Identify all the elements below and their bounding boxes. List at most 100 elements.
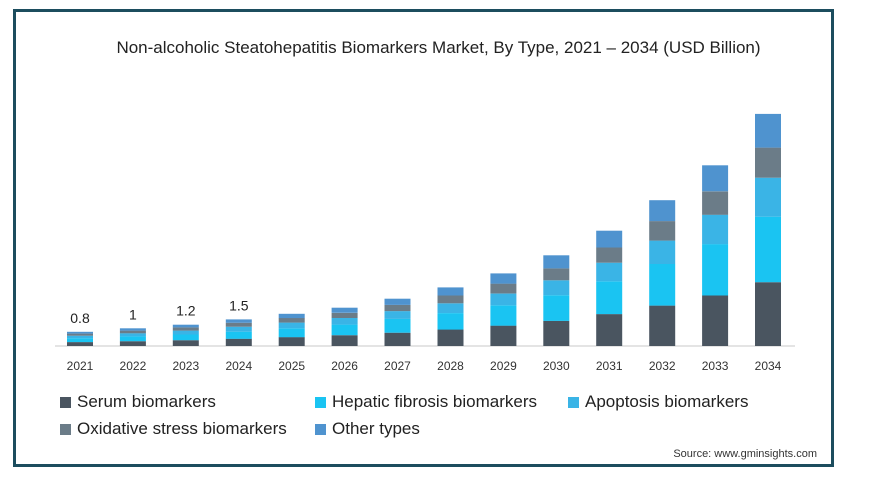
bar-2031-serum-biomarkers — [596, 314, 623, 346]
bar-2031-hepatic-fibrosis-biomarkers — [596, 281, 623, 315]
bar-2028-apoptosis-biomarkers — [437, 303, 464, 313]
bar-2033-apoptosis-biomarkers — [702, 214, 729, 245]
legend-label-hepatic-fibrosis: Hepatic fibrosis biomarkers — [332, 392, 538, 411]
bar-2029-other-types — [490, 273, 517, 284]
x-tick-label-2030: 2030 — [543, 359, 570, 373]
bar-2025-oxidative-stress-biomarkers — [278, 318, 305, 323]
bar-2027-serum-biomarkers — [384, 332, 411, 346]
bar-2021-serum-biomarkers — [67, 342, 93, 346]
chart-title: Non-alcoholic Steatohepatitis Biomarkers… — [116, 38, 761, 57]
legend-item-serum: Serum biomarkers — [60, 392, 216, 412]
x-tick-label-2023: 2023 — [172, 359, 199, 373]
x-tick-label-2025: 2025 — [278, 359, 305, 373]
x-tick-label-2034: 2034 — [755, 359, 782, 373]
bars-group — [67, 113, 781, 346]
bar-2034-oxidative-stress-biomarkers — [755, 147, 781, 178]
bar-2034-apoptosis-biomarkers — [755, 177, 781, 217]
bar-2022-other-types — [119, 328, 146, 331]
bar-2025-serum-biomarkers — [278, 337, 305, 346]
bar-2023-oxidative-stress-biomarkers — [172, 327, 199, 331]
bar-2030-apoptosis-biomarkers — [543, 280, 570, 296]
data-label-2024: 1.5 — [229, 297, 249, 313]
x-tick-label-2029: 2029 — [490, 359, 517, 373]
bar-2022-hepatic-fibrosis-biomarkers — [119, 336, 146, 342]
legend-label-apoptosis: Apoptosis biomarkers — [585, 392, 749, 411]
x-tick-label-2024: 2024 — [225, 359, 252, 373]
legend-label-oxidative-stress: Oxidative stress biomarkers — [77, 419, 287, 438]
bar-2021-apoptosis-biomarkers — [67, 335, 93, 339]
bar-2021-other-types — [67, 331, 93, 334]
legend-swatch-serum — [60, 396, 71, 408]
bar-2030-hepatic-fibrosis-biomarkers — [543, 295, 570, 321]
legend-item-hepatic-fibrosis: Hepatic fibrosis biomarkers — [315, 392, 537, 412]
bar-2033-oxidative-stress-biomarkers — [702, 191, 729, 215]
bar-2028-oxidative-stress-biomarkers — [437, 295, 464, 304]
bar-2032-apoptosis-biomarkers — [649, 240, 676, 264]
bar-2024-other-types — [225, 319, 252, 323]
chart-frame — [13, 9, 834, 467]
bar-2030-serum-biomarkers — [543, 320, 570, 346]
bar-2026-apoptosis-biomarkers — [331, 318, 358, 325]
bar-2027-apoptosis-biomarkers — [384, 311, 411, 319]
data-label-2021: 0.8 — [70, 310, 90, 326]
bar-2034-hepatic-fibrosis-biomarkers — [755, 216, 781, 283]
bar-2033-other-types — [702, 165, 729, 192]
bar-2025-apoptosis-biomarkers — [278, 322, 305, 329]
data-label-2022: 1 — [129, 306, 137, 322]
x-tick-labels: 2021 2022 2023 2024 2025 2026 2027 2028 2029 2030… — [67, 359, 782, 373]
legend-item-apoptosis: Apoptosis biomarkers — [568, 392, 748, 412]
bar-2022-serum-biomarkers — [119, 341, 146, 346]
bar-2033-hepatic-fibrosis-biomarkers — [702, 244, 729, 296]
bar-2024-hepatic-fibrosis-biomarkers — [225, 331, 252, 339]
legend-swatch-oxidative-stress — [60, 423, 71, 435]
bar-2029-oxidative-stress-biomarkers — [490, 283, 517, 294]
bar-2026-serum-biomarkers — [331, 335, 358, 346]
bar-2023-apoptosis-biomarkers — [172, 330, 199, 335]
bar-2026-oxidative-stress-biomarkers — [331, 312, 358, 318]
x-tick-label-2022: 2022 — [120, 359, 147, 373]
bar-2023-serum-biomarkers — [172, 340, 199, 346]
bar-2024-serum-biomarkers — [225, 338, 252, 346]
legend-label-other-types: Other types — [332, 419, 420, 438]
bar-2029-hepatic-fibrosis-biomarkers — [490, 305, 517, 326]
bar-2031-other-types — [596, 230, 623, 248]
bar-2032-other-types — [649, 200, 676, 222]
bar-2029-apoptosis-biomarkers — [490, 293, 517, 306]
x-tick-label-2033: 2033 — [702, 359, 729, 373]
bar-2022-oxidative-stress-biomarkers — [119, 330, 146, 334]
data-labels: 0.8 1 1.2 1.5 — [70, 297, 248, 325]
legend-item-other-types: Other types — [315, 419, 420, 439]
bar-2029-serum-biomarkers — [490, 325, 517, 346]
bar-2027-hepatic-fibrosis-biomarkers — [384, 318, 411, 333]
bar-2030-other-types — [543, 255, 570, 269]
bar-2024-oxidative-stress-biomarkers — [225, 322, 252, 327]
bar-2032-serum-biomarkers — [649, 305, 676, 346]
bar-2033-serum-biomarkers — [702, 295, 729, 346]
bar-2030-oxidative-stress-biomarkers — [543, 268, 570, 281]
bar-2028-serum-biomarkers — [437, 329, 464, 346]
data-label-2023: 1.2 — [176, 303, 196, 319]
legend-swatch-hepatic-fibrosis — [315, 396, 326, 408]
bar-2025-hepatic-fibrosis-biomarkers — [278, 328, 305, 338]
bar-2028-hepatic-fibrosis-biomarkers — [437, 313, 464, 330]
bar-2023-other-types — [172, 324, 199, 328]
bar-2026-hepatic-fibrosis-biomarkers — [331, 324, 358, 336]
bar-2031-oxidative-stress-biomarkers — [596, 247, 623, 263]
x-tick-label-2032: 2032 — [649, 359, 676, 373]
bar-2025-other-types — [278, 313, 305, 319]
bar-2023-hepatic-fibrosis-biomarkers — [172, 334, 199, 341]
bar-2028-other-types — [437, 287, 464, 296]
legend-item-oxidative-stress: Oxidative stress biomarkers — [60, 419, 287, 439]
bar-2026-other-types — [331, 307, 358, 313]
x-tick-label-2031: 2031 — [596, 359, 623, 373]
bar-2034-serum-biomarkers — [755, 282, 781, 346]
bar-2034-other-types — [755, 113, 781, 148]
x-tick-label-2021: 2021 — [67, 359, 94, 373]
bar-2021-hepatic-fibrosis-biomarkers — [67, 338, 93, 343]
bar-2021-oxidative-stress-biomarkers — [67, 333, 93, 336]
legend-swatch-apoptosis — [568, 396, 579, 408]
bar-2022-apoptosis-biomarkers — [119, 333, 146, 337]
legend-swatch-other-types — [315, 423, 326, 435]
x-tick-label-2027: 2027 — [384, 359, 411, 373]
